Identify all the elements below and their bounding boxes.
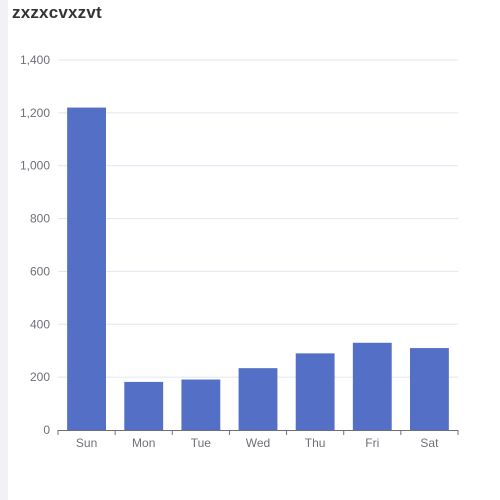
y-axis-ticks: 0 200 400 600 800 1,000 1,200 1,400 [20,53,50,437]
bar-tue[interactable] [181,379,221,430]
bars [67,107,449,431]
y-tick-label: 1,000 [20,159,50,173]
bar-sat[interactable] [410,348,449,430]
x-tick-label: Thu [305,436,326,450]
x-tick-label: Sun [76,436,97,450]
y-tick-label: 1,400 [20,53,50,67]
y-tick-label: 800 [30,212,50,226]
x-tick-label: Sat [420,436,439,450]
x-axis: Sun Mon Tue Wed Thu Fri Sat [57,430,459,450]
x-tick-label: Tue [191,436,212,450]
x-tick-label: Wed [246,436,270,450]
y-tick-label: 600 [30,264,50,278]
bar-wed[interactable] [238,368,278,430]
bar-sun[interactable] [67,107,106,431]
y-tick-label: 200 [30,370,50,384]
y-tick-label: 400 [30,317,50,331]
y-tick-label: 0 [43,423,50,437]
bar-fri[interactable] [352,342,392,430]
y-tick-label: 1,200 [20,106,50,120]
bar-mon[interactable] [124,381,164,430]
x-tick-label: Mon [132,436,155,450]
bar-thu[interactable] [295,353,335,430]
chart-title: zxzxcvxzvt [12,3,102,22]
grid-lines [58,59,458,378]
x-tick-label: Fri [365,436,379,450]
